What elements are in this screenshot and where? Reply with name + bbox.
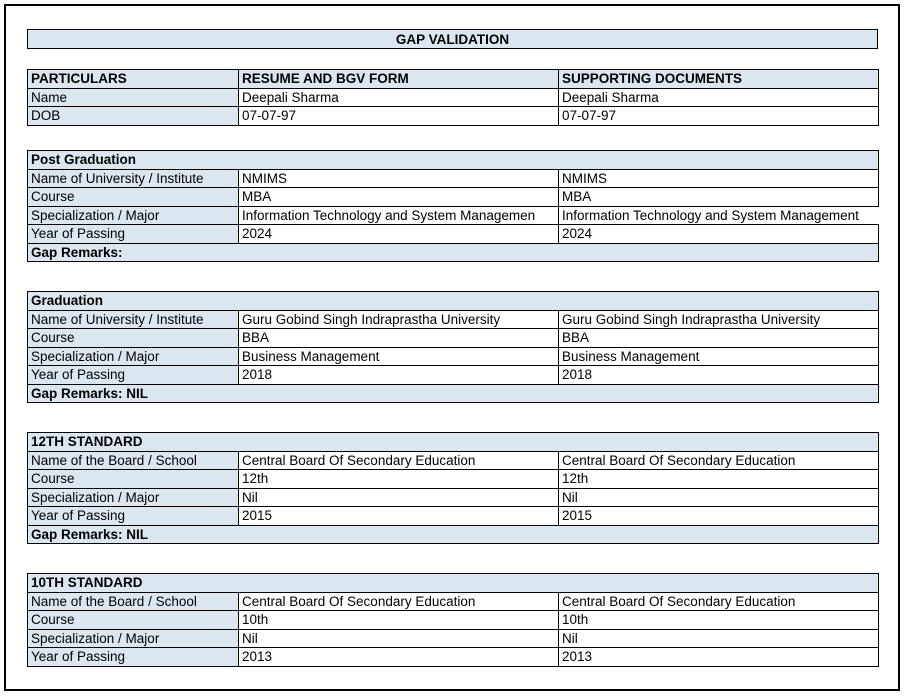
section-header-row: 10TH STANDARD [26,573,880,593]
section-heading: 12TH STANDARD [26,432,880,452]
row-label: Name of University / Institute [27,309,239,329]
row-label: DOB [27,106,239,126]
particulars-table: PARTICULARS RESUME AND BGV FORM SUPPORTI… [27,69,879,126]
table-row: Specialization / Major Information Techn… [27,205,879,225]
table-row: Course BBA BBA [27,328,880,348]
resume-value: Nil [238,628,559,648]
title-banner: GAP VALIDATION [27,29,878,49]
row-label: Course [27,328,239,348]
row-label: Course [27,610,239,630]
supporting-value: Nil [557,628,880,648]
post-graduation-table: Post Graduation Name of University / Ins… [26,150,880,262]
resume-value: Nil [238,487,559,507]
row-label: Specialization / Major [27,487,239,507]
supporting-value: 2015 [557,506,880,526]
resume-value: Deepali Sharma [238,87,559,107]
gap-remarks: Gap Remarks: NIL [26,524,880,544]
supporting-value: MBA [557,187,880,207]
table-row: Specialization / Major Nil Nil [27,628,880,648]
column-header-supporting: SUPPORTING DOCUMENTS [558,69,879,89]
resume-value: 2024 [238,224,559,244]
resume-value: Central Board Of Secondary Education [238,591,559,611]
column-header-particulars: PARTICULARS [27,69,239,89]
table-row: Name of the Board / School Central Board… [27,591,880,611]
row-label: Name of the Board / School [27,591,239,611]
resume-value: 10th [238,610,559,630]
row-label: Course [27,187,239,207]
graduation-table: Graduation Name of University / Institut… [26,291,880,403]
supporting-value: 07-07-97 [558,106,879,126]
supporting-value: Central Board Of Secondary Education [557,591,880,611]
12th-standard-table: 12TH STANDARD Name of the Board / School… [26,432,880,544]
table-row: Name of University / Institute NMIMS NMI… [27,168,880,188]
table-row: Course 10th 10th [27,610,880,630]
table-row: Year of Passing 2018 2018 [27,365,880,385]
supporting-value: Business Management [557,346,880,366]
table-row: Name of University / Institute Guru Gobi… [27,309,880,329]
resume-value: Central Board Of Secondary Education [238,450,559,470]
row-label: Year of Passing [27,365,239,385]
row-label: Specialization / Major [27,205,239,225]
row-label: Name of University / Institute [27,168,239,188]
supporting-value: Central Board Of Secondary Education [557,450,880,470]
resume-value: MBA [238,187,559,207]
section-heading: Graduation [26,291,880,311]
section-heading: Post Graduation [26,150,880,170]
gap-remarks: Gap Remarks: NIL [26,383,880,403]
section-header-row: 12TH STANDARD [26,432,880,452]
resume-value: 07-07-97 [238,106,559,126]
table-row: Year of Passing 2015 2015 [27,506,880,526]
table-row: Course MBA MBA [27,187,880,207]
row-label: Year of Passing [27,506,239,526]
column-header-resume: RESUME AND BGV FORM [238,69,559,89]
gap-remarks-row: Gap Remarks: [26,242,880,262]
table-header-row: PARTICULARS RESUME AND BGV FORM SUPPORTI… [27,69,879,89]
table-row: Specialization / Major Nil Nil [27,487,880,507]
table-row: Year of Passing 2024 2024 [27,224,880,244]
page-title: GAP VALIDATION [395,31,510,47]
resume-value: Information Technology and System Manage… [238,205,559,225]
row-label: Specialization / Major [27,346,239,366]
gap-remarks-row: Gap Remarks: NIL [26,524,880,544]
supporting-value: 2018 [557,365,880,385]
supporting-value: 2013 [557,647,880,667]
supporting-value: 12th [557,469,880,489]
section-header-row: Graduation [26,291,880,311]
section-header-row: Post Graduation [26,150,880,170]
table-row: Course 12th 12th [27,469,880,489]
supporting-value: Guru Gobind Singh Indraprastha Universit… [557,309,880,329]
supporting-value: Deepali Sharma [558,87,879,107]
row-label: Name [27,87,239,107]
row-label: Course [27,469,239,489]
section-heading: 10TH STANDARD [26,573,880,593]
gap-remarks-row: Gap Remarks: NIL [26,383,880,403]
table-row: Name of the Board / School Central Board… [27,450,880,470]
supporting-value: 2024 [557,224,880,244]
resume-value: Guru Gobind Singh Indraprastha Universit… [238,309,559,329]
supporting-value: 10th [557,610,880,630]
supporting-value: Information Technology and System Manage… [557,205,879,225]
table-row: Specialization / Major Business Manageme… [27,346,880,366]
supporting-value: BBA [557,328,880,348]
row-label: Name of the Board / School [27,450,239,470]
resume-value: Business Management [238,346,559,366]
resume-value: NMIMS [238,168,559,188]
table-row: DOB 07-07-97 07-07-97 [27,106,879,126]
resume-value: 2015 [238,506,559,526]
row-label: Year of Passing [27,647,239,667]
supporting-value: NMIMS [557,168,880,188]
gap-remarks: Gap Remarks: [26,242,880,262]
row-label: Specialization / Major [27,628,239,648]
supporting-value: Nil [557,487,880,507]
resume-value: 2013 [238,647,559,667]
table-row: Year of Passing 2013 2013 [27,647,880,667]
resume-value: BBA [238,328,559,348]
row-label: Year of Passing [27,224,239,244]
table-row: Name Deepali Sharma Deepali Sharma [27,87,879,107]
10th-standard-table: 10TH STANDARD Name of the Board / School… [26,573,880,667]
resume-value: 2018 [238,365,559,385]
resume-value: 12th [238,469,559,489]
